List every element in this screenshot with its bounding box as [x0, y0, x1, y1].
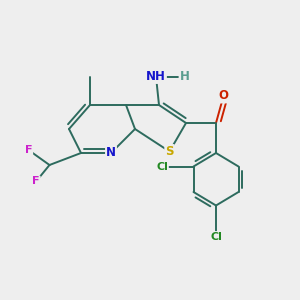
- Text: F: F: [25, 145, 32, 155]
- Text: S: S: [165, 145, 174, 158]
- Text: O: O: [218, 89, 229, 103]
- Text: N: N: [106, 146, 116, 160]
- Text: F: F: [32, 176, 40, 187]
- Text: Cl: Cl: [156, 161, 168, 172]
- Text: Cl: Cl: [210, 232, 222, 242]
- Text: H: H: [180, 70, 189, 83]
- Text: NH: NH: [146, 70, 166, 83]
